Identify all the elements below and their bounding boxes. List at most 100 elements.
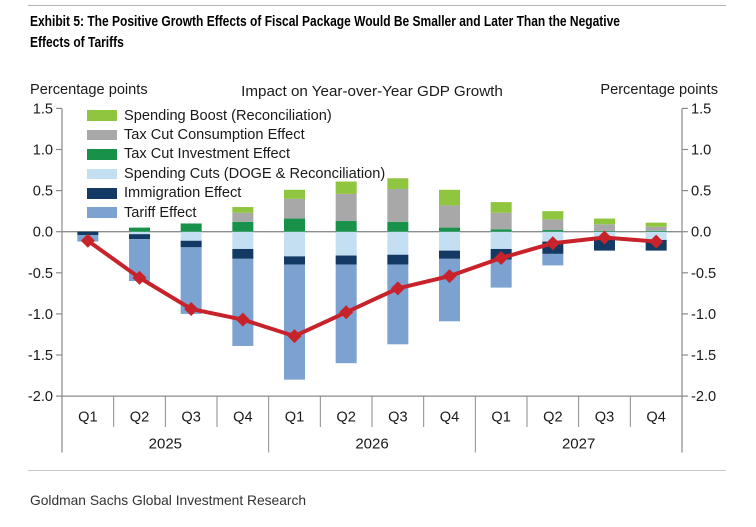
bar-segment [387,254,409,265]
quarter-label: Q4 [646,410,665,426]
legend-item: Tax Cut Investment Effect [87,145,385,164]
quarter-label: Q1 [285,410,304,426]
legend-label: Tax Cut Investment Effect [124,146,291,163]
legend-swatch [87,168,117,180]
bar-segment [232,258,254,346]
quarter-label: Q3 [388,410,407,426]
bar-segment [645,222,667,227]
source-attribution: Goldman Sachs Global Investment Research [30,493,307,508]
legend-label: Spending Cuts (DOGE & Reconciliation) [124,165,386,182]
bar-segment [645,230,667,232]
y-tick-label-left: -1.5 [28,348,53,364]
quarter-label: Q4 [440,410,459,426]
bar-segment [284,218,305,232]
bar-segment [594,218,615,225]
y-tick-label-right: 1.5 [691,101,711,117]
bar-segment [439,258,460,322]
bar-segment [387,178,409,189]
bar-segment [284,198,305,219]
y-tick-label-left: 1.5 [33,101,53,117]
bar-segment [387,188,409,222]
legend-label: Immigration Effect [124,185,242,202]
legend-label: Tariff Effect [124,204,197,221]
bar-segment [439,189,460,206]
bar-segment [387,231,409,255]
legend-item: Spending Boost (Reconciliation) [87,106,385,125]
bar-segment [542,230,564,232]
y-tick-label-left: 0.0 [33,225,53,241]
line-marker-diamond [649,234,664,249]
line-marker-diamond [235,312,250,327]
line-marker-diamond [390,281,405,296]
chart-title: Impact on Year-over-Year GDP Growth [241,83,503,100]
quarter-label: Q1 [78,410,97,426]
bar-segment [335,181,357,194]
bar-segment [129,239,150,282]
bar-segment [490,229,512,232]
legend-swatch [87,188,117,199]
bar-segment [180,223,202,232]
y-tick-label-right: -1.0 [691,307,716,323]
exhibit-title: Exhibit 5: The Positive Growth Effects o… [30,12,620,53]
line-marker-diamond [442,269,457,284]
chart-legend: Spending Boost (Reconciliation) Tax Cut C… [87,106,385,222]
bar-segment [232,221,254,232]
legend-item: Tariff Effect [87,203,385,222]
y-axis-unit-label-right: Percentage points [600,82,718,98]
quarter-label: Q3 [181,410,200,426]
quarter-label: Q2 [336,410,355,426]
bar-segment [284,264,305,380]
bar-segment [439,205,460,228]
legend-swatch [87,207,117,218]
bar-segment [542,253,564,266]
y-tick-label-left: 1.0 [33,143,53,159]
bar-segment [439,231,460,251]
bar-segment [284,231,305,257]
y-tick-label-left: -0.5 [28,266,53,282]
bar-segment [284,189,305,199]
y-tick-label-right: 1.0 [691,143,711,159]
bar-segment [387,264,409,345]
bar-segment [387,221,409,232]
bar-segment [129,234,150,240]
y-tick-label-left: -2.0 [28,389,53,405]
bar-segment [335,255,357,265]
bar-segment [645,226,667,231]
total-line [86,235,657,339]
exhibit-title-line-2: Effects of Tariffs [30,33,124,51]
exhibit-title-line-1: Exhibit 5: The Positive Growth Effects o… [30,13,620,30]
bar-segment [490,212,512,230]
line-marker-diamond [339,305,354,320]
bar-segment [77,231,99,235]
line-marker-diamond [184,301,199,316]
bar-segment [180,240,202,248]
line-marker-diamond [545,236,560,251]
bar-segment [129,231,150,235]
quarter-label: Q3 [595,410,614,426]
bar-segment [542,219,564,231]
bar-segment [232,248,254,259]
bar-segment [232,207,254,213]
quarter-label: Q4 [233,410,252,426]
y-tick-label-right: 0.0 [691,225,711,241]
year-label: 2026 [355,436,388,453]
legend-label: Spending Boost (Reconciliation) [124,107,332,124]
bar-segment [594,224,615,231]
line-marker-diamond [132,270,147,285]
legend-swatch [87,129,117,141]
bar-segment [180,231,202,241]
bar-segment [490,202,512,213]
bar-segment [232,212,254,222]
y-tick-label-right: -2.0 [691,389,716,405]
legend-swatch [87,149,117,160]
bar-segment [439,227,460,232]
year-label: 2025 [149,436,182,453]
y-tick-label-left: -1.0 [28,307,53,323]
legend-swatch [87,110,117,121]
bar-segment [335,221,357,232]
bar-segment [542,211,564,220]
bar-segment [232,231,254,249]
y-tick-label-right: 0.5 [691,184,711,200]
bottom-divider [28,470,726,471]
